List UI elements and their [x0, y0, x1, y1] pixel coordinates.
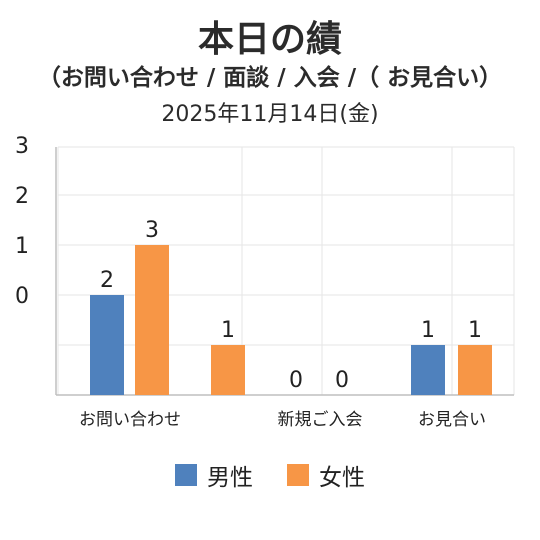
data-label-female-2: 0: [335, 368, 349, 393]
legend-item-male: 男性: [175, 458, 253, 492]
data-label-male-4: 1: [421, 318, 435, 343]
y-tick-label-3: 3: [15, 134, 29, 159]
data-label-male-0: 2: [100, 268, 114, 293]
x-category-label-2: 新規ご入会: [278, 410, 363, 430]
legend-item-female: 女性: [287, 458, 365, 492]
bar-male-0: [90, 295, 124, 395]
data-label-male-2: 0: [289, 368, 303, 393]
chart-subtitle: （お問い合わせ / 面談 / 入会 /（ お見合い）: [37, 65, 503, 91]
bar-male-4: [411, 345, 445, 395]
y-tick-label-1: 1: [15, 234, 29, 259]
data-label-female-1: 1: [221, 318, 235, 343]
chart-date: 2025年11月14日(金): [161, 102, 379, 127]
legend-label-male: 男性: [207, 465, 253, 491]
legend-label-female: 女性: [319, 465, 365, 491]
bar-female-4: [458, 345, 492, 395]
x-category-label-4: お見合い: [418, 410, 486, 430]
legend-swatch-female: [287, 464, 309, 486]
legend-swatch-male: [175, 464, 197, 486]
y-tick-label-2: 2: [15, 184, 29, 209]
x-category-label-0: お問い合わせ: [79, 410, 181, 430]
y-tick-label-0: 0: [15, 284, 29, 309]
bar-female-1: [211, 345, 245, 395]
legend: 男性 女性: [0, 458, 540, 492]
data-label-female-0: 3: [145, 218, 159, 243]
chart-title: 本日の績: [197, 19, 342, 60]
bar-female-0: [135, 245, 169, 395]
data-label-female-4: 1: [468, 318, 482, 343]
